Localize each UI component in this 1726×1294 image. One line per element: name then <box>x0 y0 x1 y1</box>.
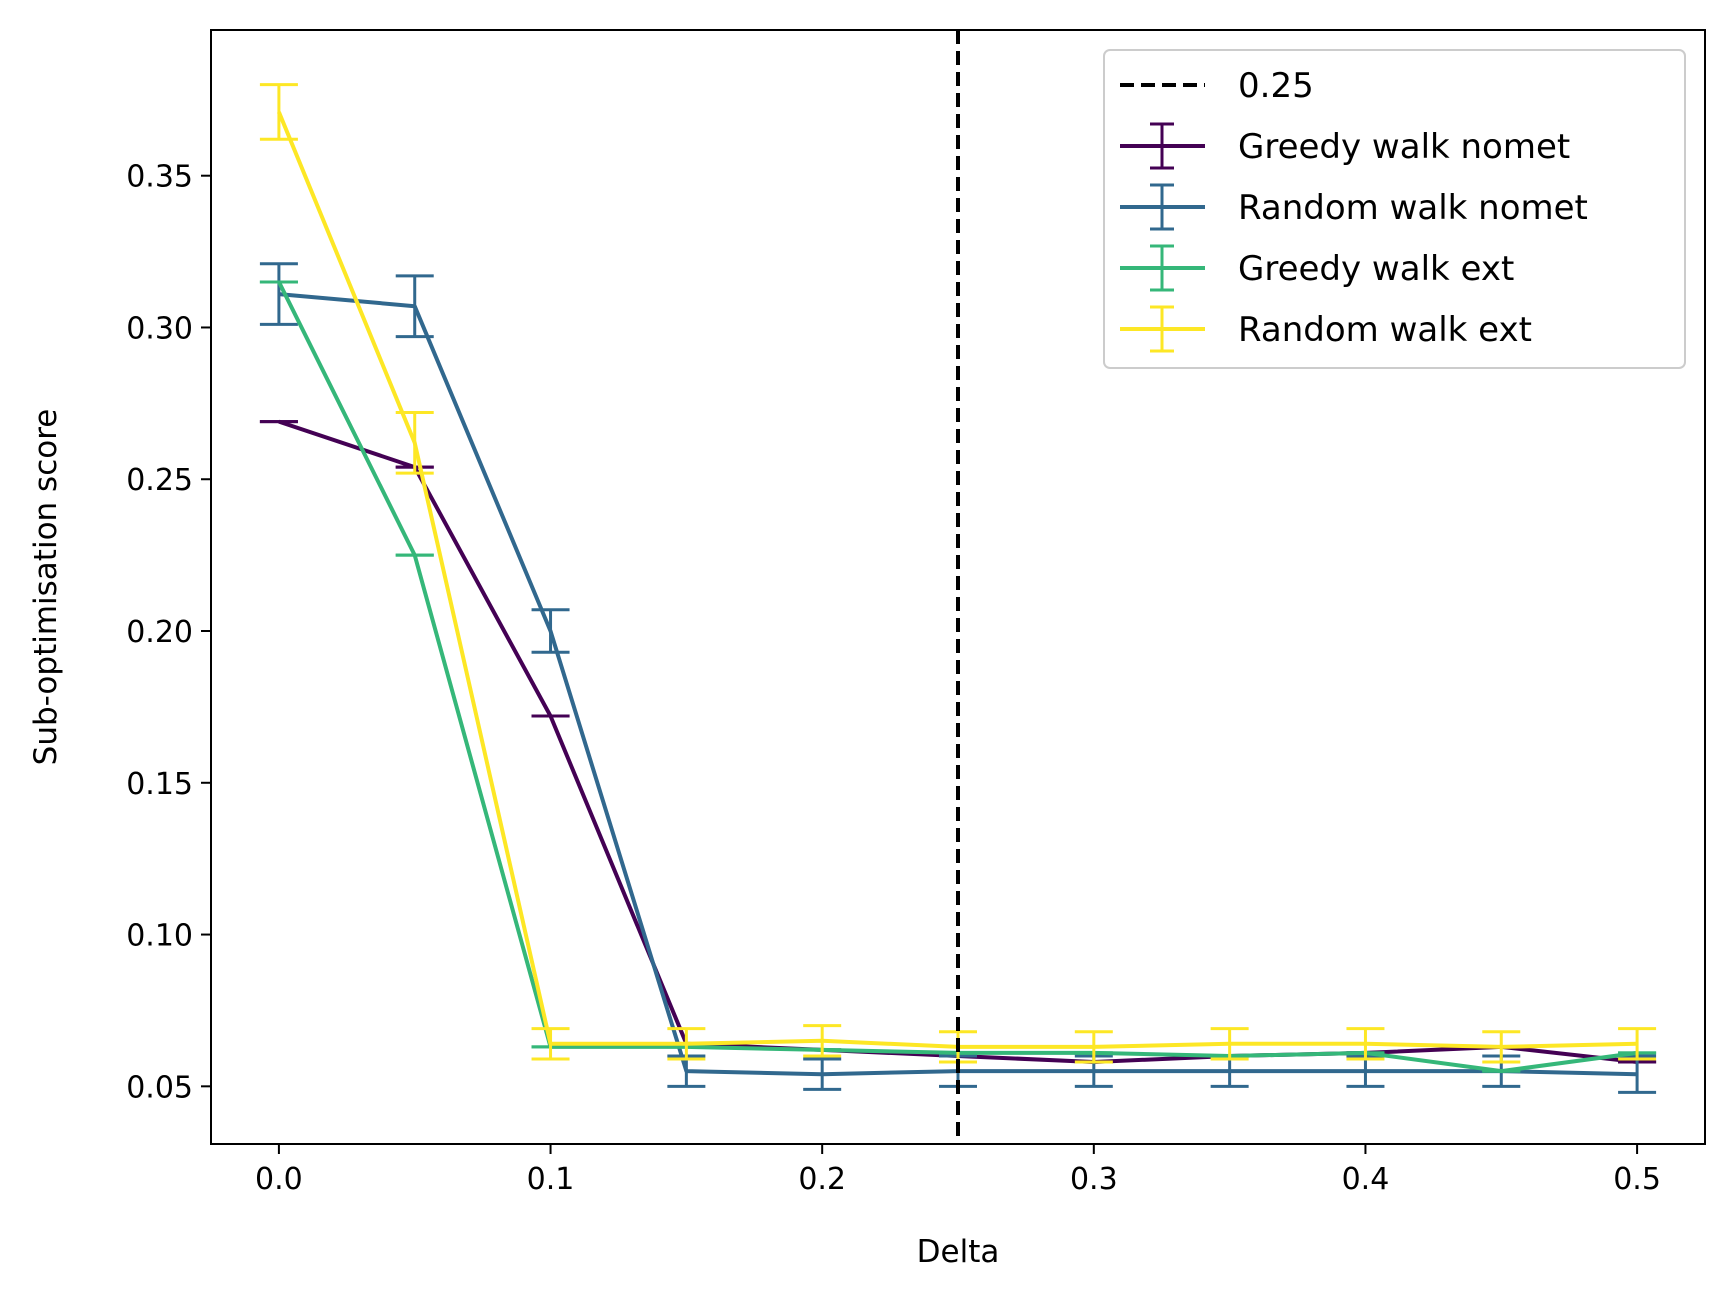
legend-label: Random walk nomet <box>1238 188 1588 228</box>
x-axis: 0.0 0.1 0.2 0.3 0.4 0.5 <box>255 1144 1661 1197</box>
legend-entry: Random walk ext <box>1120 305 1532 353</box>
plot-frame <box>210 29 1706 1145</box>
legend-box <box>1103 49 1686 369</box>
legend-label: Greedy walk ext <box>1238 249 1514 289</box>
x-axis-label: Delta <box>917 1234 1000 1270</box>
y-axis-label: Sub-optimisation score <box>28 409 64 766</box>
y-tick-label: 0.15 <box>126 767 193 802</box>
x-tick-label: 0.4 <box>1342 1162 1390 1197</box>
y-tick-label: 0.30 <box>126 311 193 346</box>
legend-label-reference: 0.25 <box>1238 66 1314 106</box>
legend-entry: Random walk nomet <box>1120 183 1588 231</box>
legend-label: Random walk ext <box>1238 310 1532 350</box>
data-layer <box>259 30 1657 1144</box>
x-tick-label: 0.0 <box>255 1162 303 1197</box>
y-tick-label: 0.25 <box>126 463 193 498</box>
x-tick-label: 0.3 <box>1070 1162 1118 1197</box>
legend-entry: Greedy walk ext <box>1120 244 1514 292</box>
y-tick-label: 0.20 <box>126 615 193 650</box>
y-axis: 0.05 0.10 0.15 0.20 0.25 0.30 0.35 <box>126 160 211 1105</box>
y-tick-label: 0.10 <box>126 919 193 954</box>
y-tick-label: 0.05 <box>126 1070 193 1105</box>
x-tick-label: 0.1 <box>527 1162 575 1197</box>
legend-entry: Greedy walk nomet <box>1120 122 1570 170</box>
legend-series-entries: Greedy walk nomet Random walk nomet Greedy… <box>1120 122 1588 353</box>
legend-label: Greedy walk nomet <box>1238 127 1570 167</box>
y-tick-label: 0.35 <box>126 160 193 195</box>
x-tick-label: 0.2 <box>798 1162 846 1197</box>
x-tick-label: 0.5 <box>1613 1162 1661 1197</box>
